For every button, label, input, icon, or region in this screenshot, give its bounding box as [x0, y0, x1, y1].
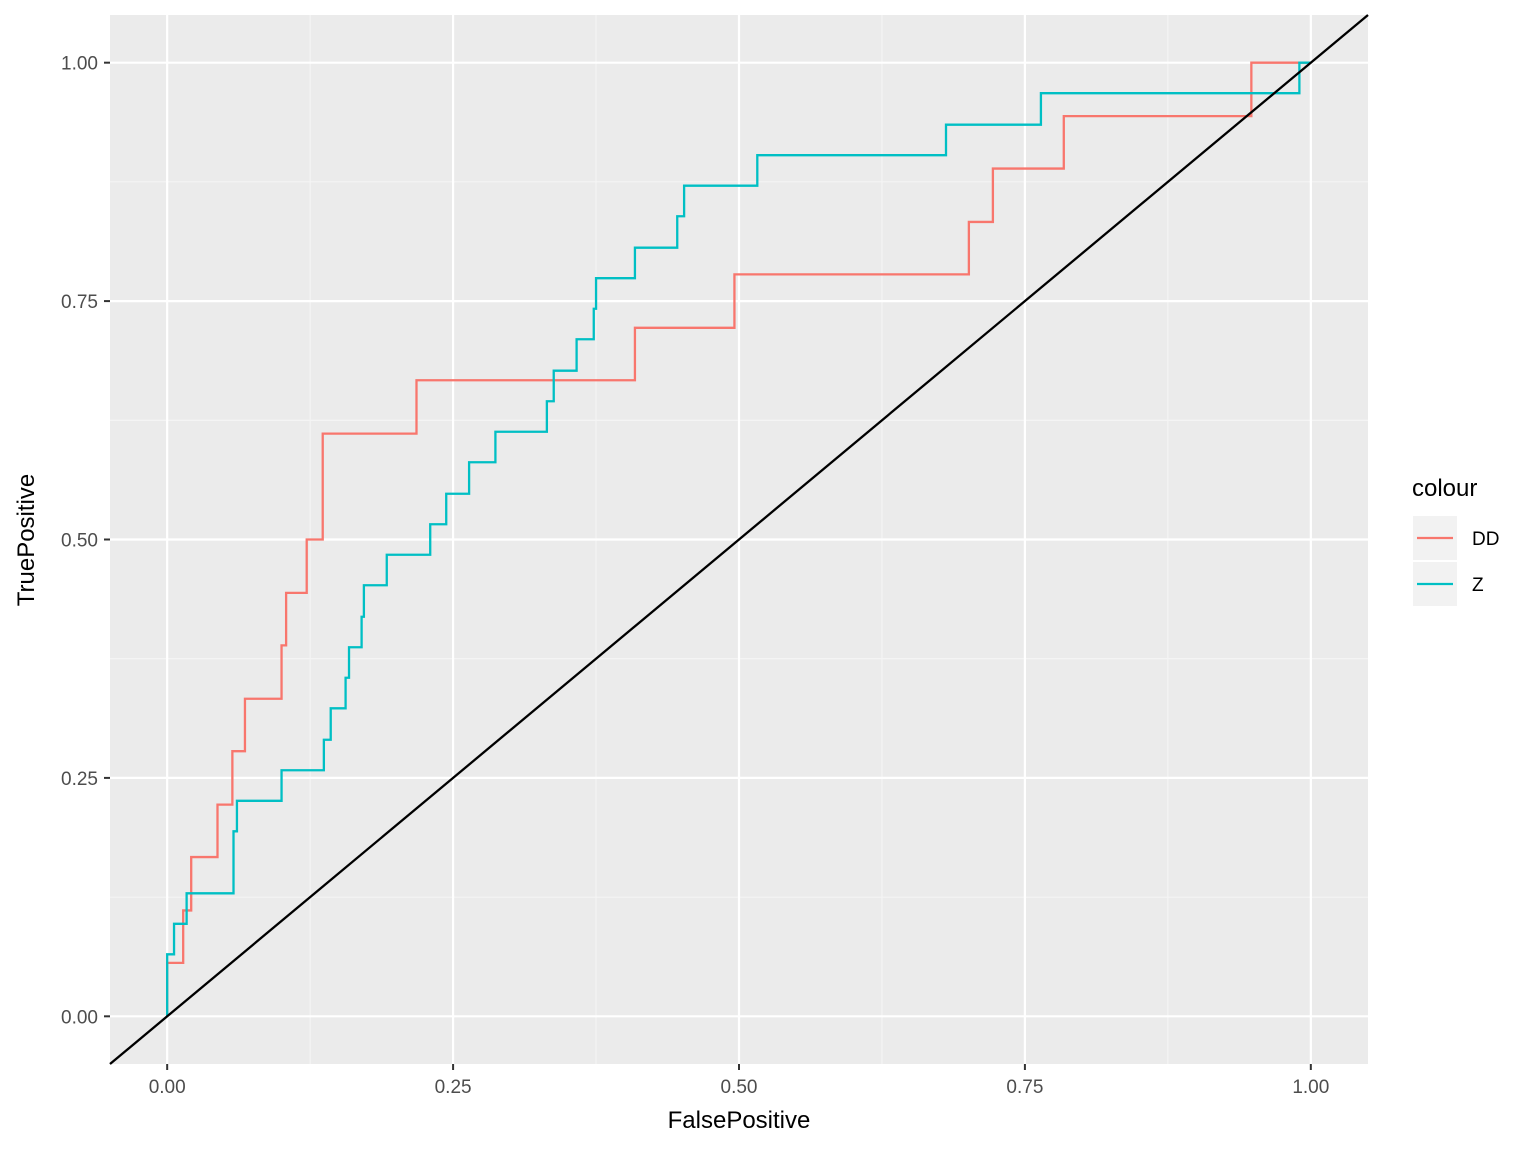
legend-label-dd: DD	[1472, 529, 1499, 550]
series-line-dd	[166, 61, 1311, 1017]
y-tick-label: 0.25	[61, 769, 98, 790]
legend-label-z: Z	[1472, 575, 1484, 596]
x-axis-title: FalsePositive	[668, 1107, 811, 1134]
y-tick-label: 0.75	[61, 292, 98, 313]
y-tick-label: 0.00	[61, 1007, 98, 1028]
legend-items: DD Z	[1413, 516, 1499, 606]
y-tick-labels: 0.00 0.25 0.50 0.75 1.00	[61, 54, 98, 1029]
x-tick-labels: 0.00 0.25 0.50 0.75 1.00	[149, 1077, 1330, 1098]
legend-title: colour	[1412, 475, 1477, 502]
x-tick-label: 1.00	[1292, 1077, 1329, 1098]
series-layer	[109, 14, 1369, 1065]
x-tick-label: 0.75	[1006, 1077, 1043, 1098]
y-tick-label: 1.00	[61, 54, 98, 75]
x-tick-label: 0.50	[721, 1077, 758, 1098]
y-tick-label: 0.50	[61, 531, 98, 552]
y-axis-title: TruePositive	[13, 474, 40, 607]
legend: colour DD Z	[1412, 475, 1499, 606]
x-tick-label: 0.00	[149, 1077, 186, 1098]
x-tick-label: 0.25	[435, 1077, 472, 1098]
axis-ticks	[104, 61, 1312, 1070]
series-line-z	[166, 61, 1311, 1017]
diagonal-reference-line	[109, 14, 1369, 1065]
